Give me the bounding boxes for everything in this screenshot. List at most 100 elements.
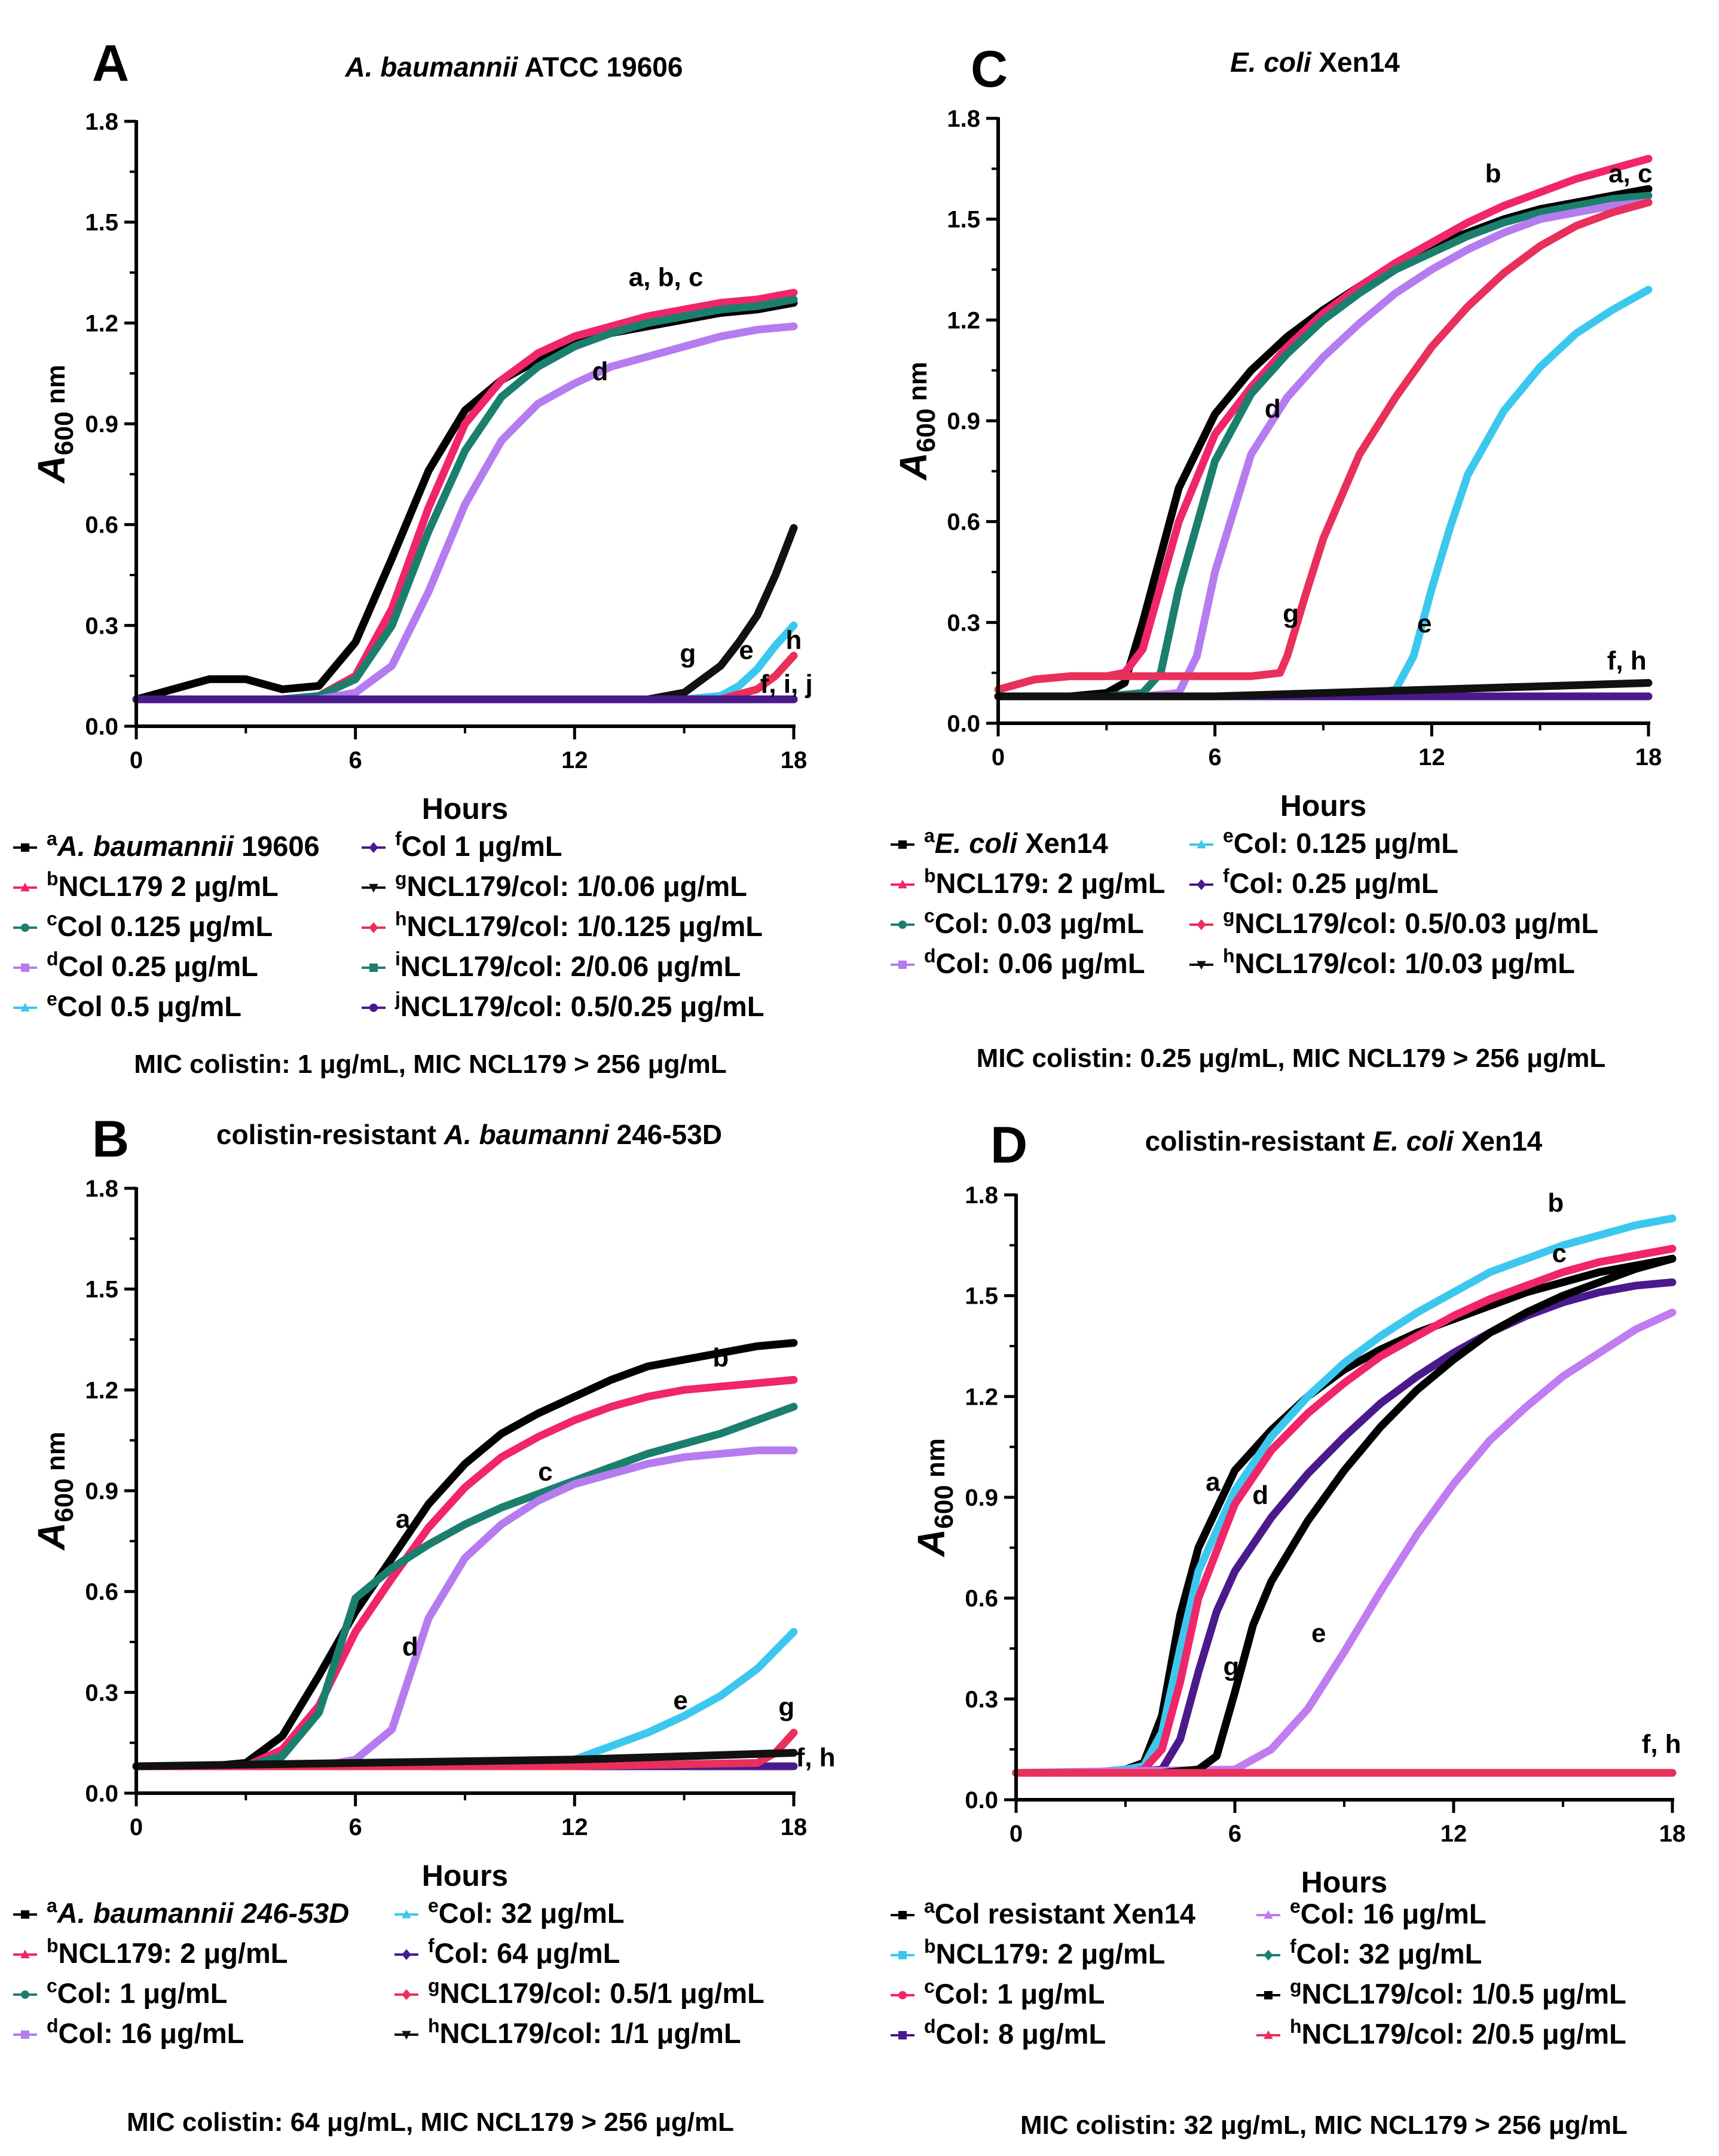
- legend-label: bNCL179 2 μg/mL: [47, 868, 279, 902]
- legend-item-a: aA. baumannii 19606: [13, 828, 320, 862]
- legend-item-h: hNCL179/col: 1/0.125 μg/mL: [362, 908, 763, 942]
- legend-item-d: dCol: 8 μg/mL: [891, 2016, 1106, 2050]
- legend-marker-icon: [21, 2030, 29, 2039]
- legend-item-a: aE. coli Xen14: [891, 825, 1108, 859]
- x-tick-label: 18: [781, 1814, 807, 1840]
- legend-label: eCol: 32 μg/mL: [428, 1895, 625, 1929]
- legend-marker-icon: [21, 1910, 29, 1919]
- x-tick-label: 6: [349, 1814, 362, 1840]
- legend-marker-icon: [898, 1991, 907, 1999]
- legend-label: bNCL179: 2 μg/mL: [47, 1935, 288, 1969]
- curve-annotation: d: [1252, 1481, 1268, 1510]
- curve-annotation: a, b, c: [629, 262, 703, 292]
- series-group: [132, 1339, 798, 1770]
- legend-label: fCol: 64 μg/mL: [428, 1935, 620, 1969]
- y-tick-label: 1.8: [947, 106, 980, 132]
- legend-label: eCol 0.5 μg/mL: [47, 988, 241, 1022]
- series-line-h: [132, 1749, 798, 1770]
- chart-title: E. coli Xen14: [1230, 47, 1400, 78]
- legend-label: hNCL179/col: 1/0.125 μg/mL: [395, 908, 763, 942]
- legend-item-e: eCol: 0.125 μg/mL: [1189, 825, 1458, 859]
- legend-marker-icon: [1264, 1910, 1273, 1919]
- legend-label: aA. baumannii 246-53D: [47, 1895, 349, 1929]
- curve-annotation: h: [786, 626, 802, 655]
- y-axis-label: A600 nm: [892, 362, 941, 481]
- legend-label: fCol 1 μg/mL: [395, 828, 562, 862]
- y-axis-label: A600 nm: [30, 1432, 79, 1551]
- mic-caption: MIC colistin: 32 μg/mL, MIC NCL179 > 256…: [1020, 2111, 1628, 2140]
- legend-marker-icon: [20, 1949, 30, 1959]
- y-tick-label: 0.0: [85, 714, 118, 740]
- legend-label: gNCL179/col: 1/0.5 μg/mL: [1290, 1975, 1626, 2010]
- legend-label: dCol 0.25 μg/mL: [47, 948, 258, 982]
- legend: aE. coli Xen14 bNCL179: 2 μg/mL cCol: 0.03…: [891, 825, 1598, 979]
- legend-label: bNCL179: 2 μg/mL: [924, 1935, 1166, 1970]
- y-tick-label: 0.6: [85, 512, 118, 539]
- legend-marker-icon: [898, 920, 907, 929]
- curve-annotation: f, i, j: [760, 669, 813, 699]
- x-tick-label: 6: [349, 747, 362, 773]
- y-tick-label: 0.9: [85, 411, 118, 438]
- legend-marker-icon: [369, 883, 378, 893]
- legend-item-g: gNCL179/col: 1/0.06 μg/mL: [362, 868, 747, 902]
- legend-marker-icon: [1197, 879, 1206, 891]
- y-tick-label: 0.3: [947, 610, 980, 636]
- legend-label: cCol: 1 μg/mL: [924, 1975, 1105, 2010]
- legend-item-c: cCol: 0.03 μg/mL: [891, 905, 1144, 939]
- y-tick-label: 0.3: [85, 1680, 118, 1706]
- y-tick-label: 1.5: [947, 207, 980, 233]
- legend-label: aCol resistant Xen14: [924, 1895, 1195, 1929]
- curve-annotation: g: [680, 639, 696, 668]
- y-tick-label: 1.2: [85, 1377, 118, 1403]
- legend-item-c: cCol 0.125 μg/mL: [13, 908, 273, 942]
- mic-caption: MIC colistin: 1 μg/mL, MIC NCL179 > 256 …: [134, 1050, 726, 1079]
- curve-annotation: a, c: [1608, 159, 1652, 188]
- curve-annotation: c: [538, 1457, 552, 1487]
- y-tick-label: 0.0: [947, 711, 980, 737]
- curve-annotation: b: [712, 1343, 729, 1372]
- legend-label: fCol: 0.25 μg/mL: [1223, 865, 1439, 899]
- panel-letter: D: [990, 1117, 1027, 1174]
- legend-item-f: fCol: 0.25 μg/mL: [1189, 865, 1439, 899]
- legend-marker-icon: [1197, 919, 1206, 931]
- y-tick-label: 0.3: [965, 1686, 998, 1712]
- series-group: [994, 155, 1653, 701]
- curve-annotation: c: [1552, 1238, 1567, 1268]
- panel-a: A A. baumannii ATCC 19606 0.0 0.3 0.6 0.9 1.2 1…: [13, 35, 813, 1079]
- legend-marker-icon: [21, 964, 29, 972]
- x-tick-label: 18: [1659, 1821, 1686, 1847]
- legend-label: aA. baumannii 19606: [47, 828, 320, 862]
- legend-marker-icon: [369, 964, 378, 972]
- legend-label: gNCL179/col: 0.5/1 μg/mL: [428, 1975, 764, 2009]
- legend-item-d: dCol 0.25 μg/mL: [13, 948, 258, 982]
- x-tick-label: 12: [1418, 744, 1445, 770]
- curve-annotation: f, h: [796, 1743, 836, 1772]
- x-axis-label: Hours: [422, 1859, 508, 1892]
- legend-item-h: hNCL179/col: 1/0.03 μg/mL: [1189, 945, 1575, 979]
- legend-item-e: eCol: 32 μg/mL: [394, 1895, 625, 1929]
- x-tick-label: 0: [130, 747, 143, 773]
- panel-letter: C: [971, 41, 1008, 98]
- x-tick-label: 6: [1209, 744, 1222, 770]
- x-tick-label: 12: [561, 1814, 588, 1840]
- legend-item-a: aCol resistant Xen14: [891, 1895, 1195, 1929]
- legend-marker-icon: [369, 922, 378, 934]
- legend-marker-icon: [1264, 1991, 1273, 1999]
- legend-label: hNCL179/col: 1/1 μg/mL: [428, 2015, 741, 2049]
- legend-item-b: bNCL179: 2 μg/mL: [891, 865, 1166, 899]
- legend-marker-icon: [1264, 2030, 1273, 2039]
- legend-item-b: bNCL179 2 μg/mL: [13, 868, 279, 902]
- legend-marker-icon: [898, 840, 907, 849]
- y-tick-label: 1.2: [947, 307, 980, 334]
- curve-annotation: d: [592, 357, 608, 386]
- curve-annotation: f, h: [1607, 646, 1647, 675]
- curve-annotation: e: [673, 1686, 687, 1715]
- series-line-e: [1012, 1308, 1677, 1777]
- y-tick-label: 1.5: [85, 1277, 118, 1303]
- legend-item-f: fCol: 32 μg/mL: [1256, 1935, 1482, 1970]
- legend-marker-icon: [402, 1909, 411, 1919]
- legend-marker-icon: [21, 1990, 29, 1999]
- legend-marker-icon: [1197, 839, 1206, 849]
- series-group: [132, 289, 798, 704]
